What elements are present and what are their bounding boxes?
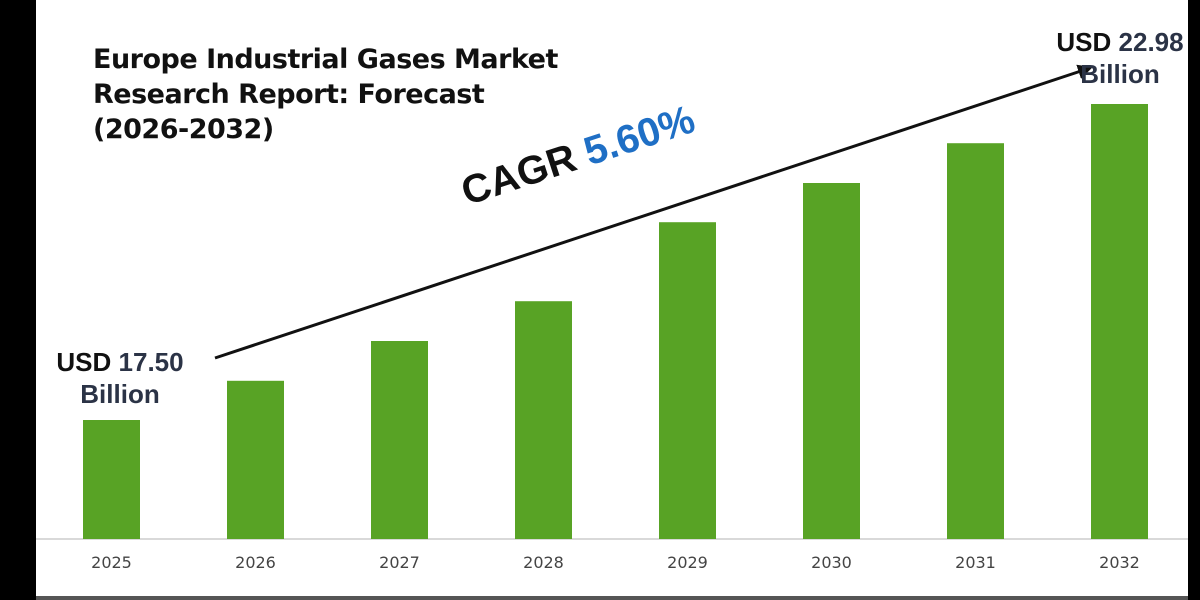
title-line-2: Research Report: Forecast [93,79,485,110]
x-tick-label: 2029 [667,553,708,572]
bar-2032 [1091,104,1148,539]
end-suffix: Billion [1080,59,1160,89]
end-value-label: USD 22.98 Billion [1040,26,1200,90]
start-suffix: Billion [80,379,160,409]
end-value: 22.98 [1118,27,1184,57]
start-value-label: USD 17.50 Billion [50,346,190,410]
x-tick-label: 2030 [811,553,852,572]
bar-2031 [947,143,1004,540]
end-prefix: USD [1056,27,1112,57]
title-line-3: (2026-2032) [93,114,274,145]
right-border [1188,0,1200,600]
title-line-1: Europe Industrial Gases Market [93,44,558,75]
start-value: 17.50 [118,347,184,377]
left-border [0,0,36,600]
chart-title: Europe Industrial Gases Market Research … [93,42,558,147]
start-prefix: USD [56,347,112,377]
cagr-arrow [214,64,1093,360]
x-tick-label: 2031 [955,553,996,572]
bar-2028 [515,301,572,539]
x-tick-label: 2032 [1099,553,1140,572]
bottom-border [36,596,1188,600]
x-tick-label: 2027 [379,553,420,572]
bar-2026 [227,380,284,539]
bar-2027 [371,341,428,539]
x-tick-label: 2028 [523,553,564,572]
x-tick-label: 2025 [91,553,132,572]
x-tick-label: 2026 [235,553,276,572]
bar-2029 [659,222,716,540]
bar-2030 [803,183,860,539]
bar-2025 [83,420,140,539]
